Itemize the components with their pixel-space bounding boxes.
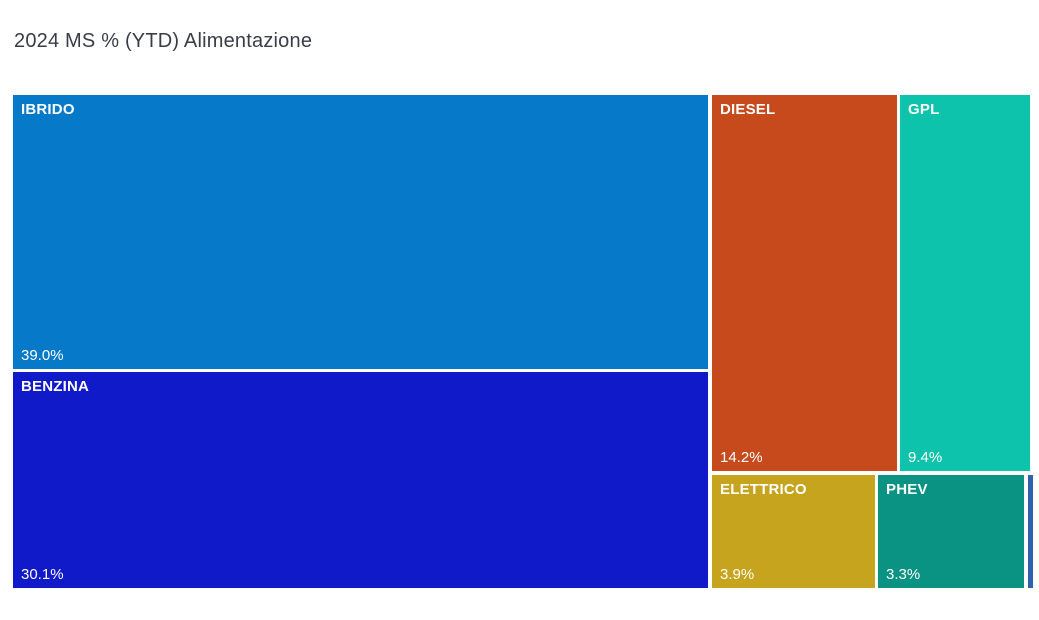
- tile-label: IBRIDO: [21, 101, 75, 118]
- tile-label: ELETTRICO: [720, 481, 807, 498]
- tile-value: 3.3%: [886, 566, 921, 583]
- tile-label: DIESEL: [720, 101, 776, 118]
- tile-value: 3.9%: [720, 566, 755, 583]
- treemap-tile-gpl[interactable]: GPL 9.4%: [900, 95, 1030, 471]
- tile-label: GPL: [908, 101, 940, 118]
- tile-value: 30.1%: [21, 566, 64, 583]
- tile-label: BENZINA: [21, 378, 90, 395]
- tile-value: 14.2%: [720, 449, 763, 466]
- treemap-tile-phev[interactable]: PHEV 3.3%: [878, 475, 1024, 588]
- tile-value: 9.4%: [908, 449, 943, 466]
- chart-title: 2024 MS % (YTD) Alimentazione: [14, 30, 313, 52]
- treemap-tile-unlabeled[interactable]: [1028, 475, 1033, 588]
- treemap-tile-elettrico[interactable]: ELETTRICO 3.9%: [712, 475, 875, 588]
- treemap-tile-diesel[interactable]: DIESEL 14.2%: [712, 95, 897, 471]
- tile-value: 39.0%: [21, 347, 64, 364]
- treemap-tile-benzina[interactable]: BENZINA 30.1%: [13, 372, 708, 588]
- treemap-chart: IBRIDO 39.0% BENZINA 30.1% DIESEL 14.2% GPL 9.4…: [13, 95, 1033, 588]
- tile-label: PHEV: [886, 481, 928, 498]
- treemap-tile-ibrido[interactable]: IBRIDO 39.0%: [13, 95, 708, 369]
